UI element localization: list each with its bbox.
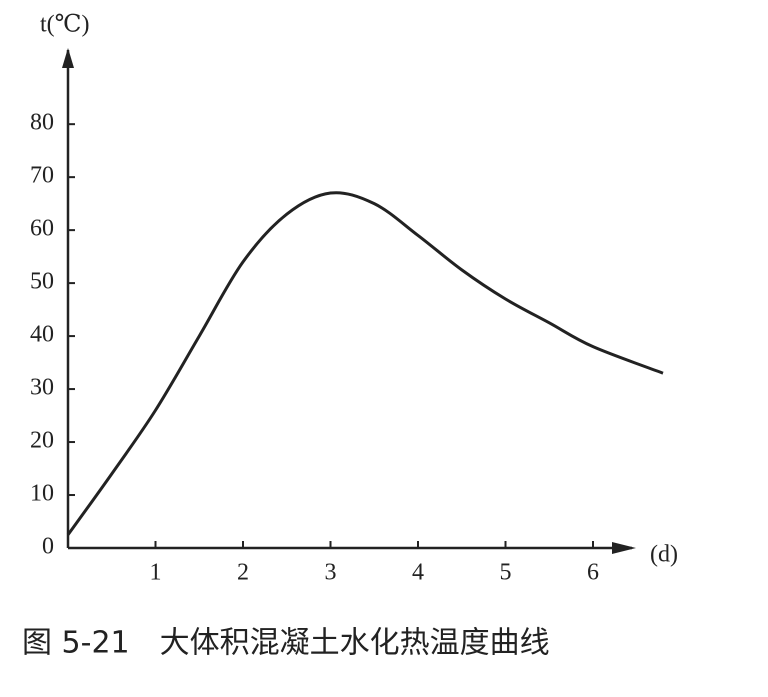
x-tick-label: 2 [237,560,249,586]
y-tick-label: 10 [30,481,54,507]
y-tick-label: 50 [30,269,54,295]
line [66,191,664,536]
y-tick-label: 70 [30,163,54,189]
x-tick-label: 6 [587,560,599,586]
y-tick-label: 20 [30,428,54,454]
x-tick-label: 5 [500,560,512,586]
y-tick-label: 30 [30,375,54,401]
x-tick-label: 4 [412,560,424,586]
y-tick-label: 0 [42,534,54,560]
y-tick-label: 80 [30,110,54,136]
x-tick-label: 1 [150,560,162,586]
y-axis-arrow [62,48,74,68]
x-tick-label: 3 [325,560,337,586]
y-axis-label: t(℃) [40,12,90,38]
x-axis-arrow [612,542,636,554]
y-tick-label: 60 [30,216,54,242]
y-tick-label: 40 [30,322,54,348]
x-axis-label: (d) [650,542,678,568]
caption: 图 5-21 大体积混凝土水化热温度曲线 [22,626,550,661]
